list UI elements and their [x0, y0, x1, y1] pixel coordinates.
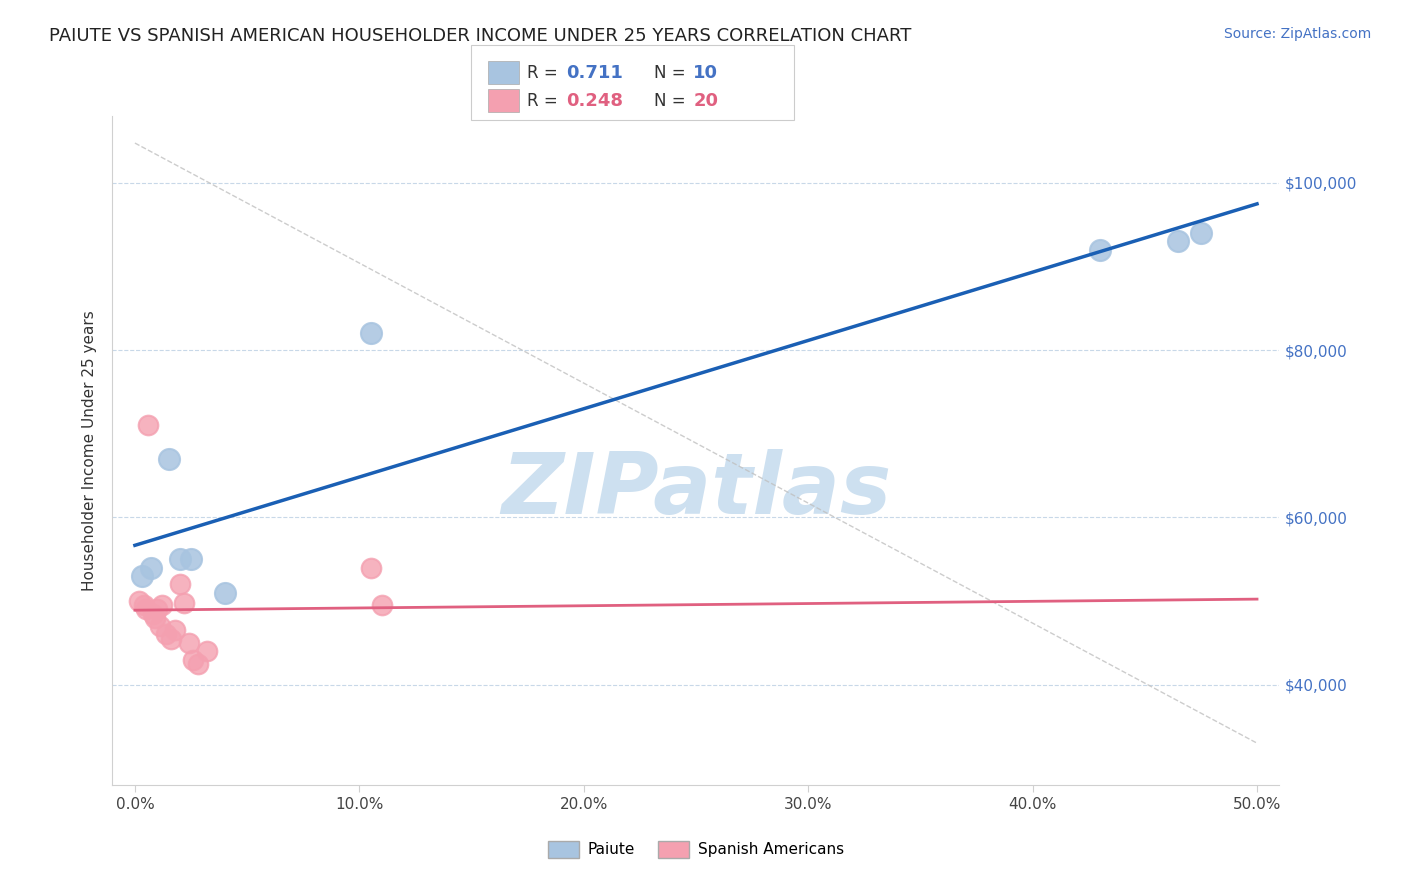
Text: PAIUTE VS SPANISH AMERICAN HOUSEHOLDER INCOME UNDER 25 YEARS CORRELATION CHART: PAIUTE VS SPANISH AMERICAN HOUSEHOLDER I…	[49, 27, 911, 45]
Y-axis label: Householder Income Under 25 years: Householder Income Under 25 years	[82, 310, 97, 591]
Point	[360, 560, 382, 574]
Point	[181, 652, 204, 666]
Text: N =: N =	[654, 92, 690, 110]
Text: R =: R =	[527, 63, 564, 81]
Point	[135, 602, 157, 616]
Point	[371, 598, 394, 612]
Point	[169, 552, 191, 566]
Text: Source: ZipAtlas.com: Source: ZipAtlas.com	[1223, 27, 1371, 41]
Point	[157, 451, 180, 466]
Point	[149, 619, 172, 633]
Text: ZIPatlas: ZIPatlas	[501, 449, 891, 533]
Point	[1167, 235, 1189, 249]
Point	[138, 418, 160, 433]
Point	[1088, 243, 1111, 257]
Point	[128, 594, 150, 608]
Point	[142, 607, 165, 621]
Text: 20: 20	[693, 92, 718, 110]
Text: 0.248: 0.248	[567, 92, 624, 110]
Point	[150, 598, 173, 612]
Point	[139, 560, 162, 574]
Point	[169, 577, 191, 591]
Legend: Paiute, Spanish Americans: Paiute, Spanish Americans	[541, 834, 851, 864]
Text: 0.711: 0.711	[567, 63, 623, 81]
Point	[195, 644, 218, 658]
Point	[143, 611, 166, 625]
Point	[165, 624, 187, 638]
Point	[214, 585, 236, 599]
Point	[155, 627, 177, 641]
Text: R =: R =	[527, 92, 564, 110]
Text: N =: N =	[654, 63, 690, 81]
Point	[177, 636, 200, 650]
Point	[131, 569, 153, 583]
Point	[132, 598, 155, 612]
Point	[160, 632, 183, 646]
Point	[187, 657, 209, 671]
Point	[1189, 226, 1212, 240]
Point	[180, 552, 202, 566]
Point	[146, 602, 169, 616]
Point	[360, 326, 382, 341]
Text: 10: 10	[693, 63, 718, 81]
Point	[173, 596, 195, 610]
